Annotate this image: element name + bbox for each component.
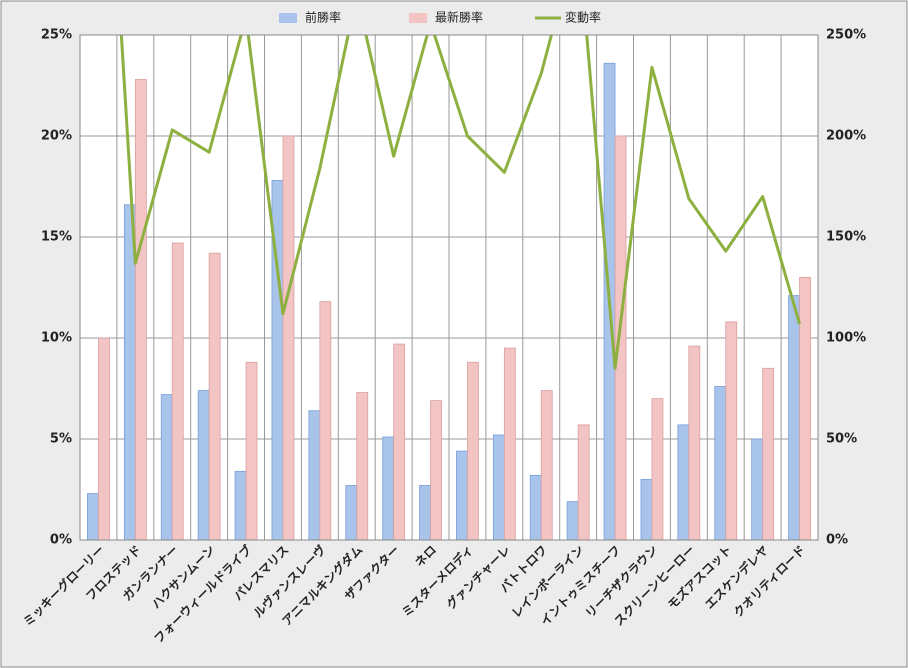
- bar: [714, 386, 727, 541]
- bar: [751, 438, 764, 541]
- bar: [725, 321, 738, 541]
- bar: [503, 347, 516, 541]
- bar: [382, 436, 395, 541]
- y-tick-label: 10%: [41, 331, 72, 346]
- plot-border: [79, 34, 819, 541]
- bar: [677, 424, 690, 541]
- bar: [393, 343, 406, 541]
- bar: [308, 410, 321, 541]
- bar: [799, 276, 811, 541]
- bar: [788, 295, 800, 541]
- bar: [282, 135, 295, 541]
- bar: [640, 478, 653, 541]
- y2-tick-label: 150%: [826, 230, 866, 245]
- legend-label: 変動率: [565, 10, 601, 25]
- legend-swatch: [279, 13, 297, 23]
- bar: [614, 135, 627, 541]
- y2-tick-label: 50%: [826, 432, 857, 447]
- bar: [171, 242, 184, 541]
- bar: [430, 400, 442, 541]
- legend-label: 前勝率: [305, 10, 341, 25]
- bar: [87, 493, 99, 541]
- bar: [419, 485, 431, 541]
- y-tick-label: 20%: [41, 129, 72, 144]
- y2-tick-label: 0%: [826, 533, 848, 548]
- bar: [651, 398, 664, 541]
- bar: [160, 394, 173, 541]
- bar: [577, 424, 590, 541]
- bar: [492, 434, 505, 541]
- y-tick-label: 25%: [41, 28, 72, 43]
- y2-tick-label: 200%: [826, 129, 866, 144]
- bar: [566, 501, 579, 541]
- legend-swatch: [409, 13, 427, 23]
- bar: [688, 345, 701, 541]
- bar: [134, 79, 147, 541]
- line: [119, 35, 801, 370]
- bar: [98, 337, 110, 541]
- y-tick-label: 5%: [50, 432, 72, 447]
- bar: [345, 485, 358, 541]
- y2-tick-label: 250%: [826, 28, 866, 43]
- bar: [356, 392, 369, 541]
- bar: [197, 390, 210, 541]
- bar: [467, 361, 479, 541]
- bar: [762, 367, 775, 541]
- bar: [234, 470, 247, 541]
- bar: [319, 301, 332, 541]
- bar: [245, 361, 258, 541]
- y-tick-label: 15%: [41, 230, 72, 245]
- y-tick-label: 0%: [50, 533, 72, 548]
- bar: [456, 450, 468, 541]
- legend-label: 最新勝率: [435, 10, 483, 25]
- y2-tick-label: 100%: [826, 331, 866, 346]
- bar: [208, 252, 221, 541]
- bar: [529, 474, 542, 541]
- bar: [540, 390, 553, 541]
